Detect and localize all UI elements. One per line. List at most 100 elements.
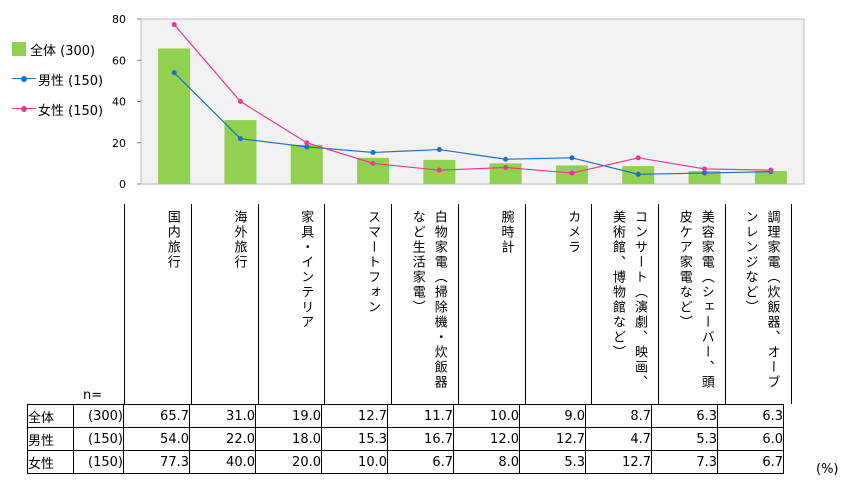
table-cell: 18.0 (255, 427, 322, 451)
y-tick-label: 60 (112, 54, 126, 67)
legend-item-female: 女性 (150) (12, 94, 103, 124)
y-tick-label: 40 (112, 96, 126, 109)
table-cell: 77.3 (123, 450, 190, 474)
point-female (569, 170, 575, 176)
y-tick-label: 0 (119, 178, 126, 191)
table-cell: 40.0 (189, 450, 256, 474)
legend-label-all: 全体 (300) (30, 43, 96, 59)
category-label: 腕時計 (498, 210, 514, 255)
table-cell: 20.0 (255, 450, 322, 474)
category-header: 調理家電（炊飯器、オーブンレンジなど） (724, 204, 792, 404)
table-cell: 5.3 (519, 450, 586, 474)
legend: 全体 (300) 男性 (150) 女性 (150) (12, 34, 103, 124)
category-header: 海外旅行 (190, 204, 258, 404)
point-female (702, 166, 708, 172)
category-header: 腕時計 (457, 204, 525, 404)
point-male (436, 147, 442, 153)
point-female (768, 167, 774, 173)
point-female (237, 99, 243, 104)
point-female (304, 140, 310, 146)
category-header: 家具・インテリア (257, 204, 325, 404)
n-label: n= (83, 388, 103, 403)
table-cell: 6.0 (717, 427, 784, 451)
table-cell: 6.3 (651, 404, 718, 428)
category-header: 白物家電（掃除機・炊飯器など生活家電） (391, 204, 458, 404)
legend-label-female: 女性 (150) (38, 103, 104, 119)
table-row: 全体 (300) 65.7 31.0 19.0 12.7 11.7 10.0 9.0 8.7 6.3… (27, 404, 784, 428)
table-cell: 6.7 (717, 450, 784, 474)
legend-item-all: 全体 (300) (12, 34, 103, 64)
table-cell: 7.3 (651, 450, 718, 474)
table-cell: 16.7 (387, 427, 454, 451)
point-male (569, 155, 575, 161)
table-cell: 8.0 (453, 450, 520, 474)
table-cell: 8.7 (585, 404, 652, 428)
legend-line-female (12, 103, 36, 115)
point-female (436, 167, 442, 173)
point-male (635, 171, 641, 177)
row-n: (150) (73, 427, 124, 451)
bar (158, 48, 191, 185)
category-label: 国内旅行 (164, 210, 180, 270)
table-cell: 10.0 (453, 404, 520, 428)
category-header: カメラ (524, 204, 592, 404)
table-cell: 19.0 (255, 404, 322, 428)
table-cell: 4.7 (585, 427, 652, 451)
legend-swatch-all (12, 42, 26, 56)
table-cell: 10.0 (321, 450, 388, 474)
series-line-female (173, 24, 771, 174)
table-cell: 12.0 (453, 427, 520, 451)
legend-line-male (12, 73, 36, 85)
table-cell: 12.7 (585, 450, 652, 474)
point-male (237, 136, 243, 142)
table-cell: 6.7 (387, 450, 454, 474)
table-row: 女性 (150) 77.3 40.0 20.0 10.0 6.7 8.0 5.3 12.7 7.3 6… (27, 450, 784, 474)
row-n: (150) (73, 450, 124, 474)
point-male (304, 144, 310, 150)
category-header: スマートフォン (324, 204, 391, 404)
bar (290, 144, 323, 184)
category-label: 美容家電（シェーバー、頭皮ケア家電など） (676, 210, 714, 390)
category-label: 海外旅行 (231, 210, 247, 270)
category-label: 家具・インテリア (298, 210, 314, 330)
point-male (702, 170, 708, 176)
bar (754, 171, 787, 184)
data-table: 全体 (300) 65.7 31.0 19.0 12.7 11.7 10.0 9.0 8.7 6.3… (27, 404, 784, 474)
table-cell: 31.0 (189, 404, 256, 428)
category-header: 国内旅行 (124, 204, 191, 404)
table-cell: 65.7 (123, 404, 190, 428)
legend-item-male: 男性 (150) (12, 64, 103, 94)
table-cell: 22.0 (189, 427, 256, 451)
row-label: 全体 (27, 404, 74, 428)
table-cell: 6.3 (717, 404, 784, 428)
category-label: 白物家電（掃除機・炊飯器など生活家電） (409, 210, 447, 390)
y-tick-label: 20 (112, 137, 126, 150)
y-tick-label: 80 (112, 13, 126, 26)
table-cell: 12.7 (519, 427, 586, 451)
category-label: スマートフォン (365, 210, 380, 315)
point-male (171, 70, 177, 76)
point-female (635, 155, 641, 161)
table-cell: 12.7 (321, 404, 388, 428)
table-row: 男性 (150) 54.0 22.0 18.0 15.3 16.7 12.0 12.7 4.7 5.… (27, 427, 784, 451)
row-n: (300) (73, 404, 124, 428)
category-label: カメラ (565, 210, 581, 255)
category-label: コンサート（演劇、映画、美術館、博物館など） (610, 210, 647, 390)
category-header: 美容家電（シェーバー、頭皮ケア家電など） (658, 204, 725, 404)
row-label: 女性 (27, 450, 74, 474)
category-header: コンサート（演劇、映画、美術館、博物館など） (591, 204, 658, 404)
bar (688, 171, 721, 184)
table-cell: 9.0 (519, 404, 586, 428)
legend-label-male: 男性 (150) (38, 73, 104, 89)
category-label: 調理家電（炊飯器、オーブンレンジなど） (742, 210, 780, 390)
point-male (503, 156, 509, 162)
bar (224, 120, 257, 184)
row-label: 男性 (27, 427, 74, 451)
unit-label: (%) (816, 462, 839, 477)
point-male (370, 149, 376, 155)
point-female (503, 165, 509, 170)
table-cell: 54.0 (123, 427, 190, 451)
table-cell: 15.3 (321, 427, 388, 451)
table-cell: 5.3 (651, 427, 718, 451)
